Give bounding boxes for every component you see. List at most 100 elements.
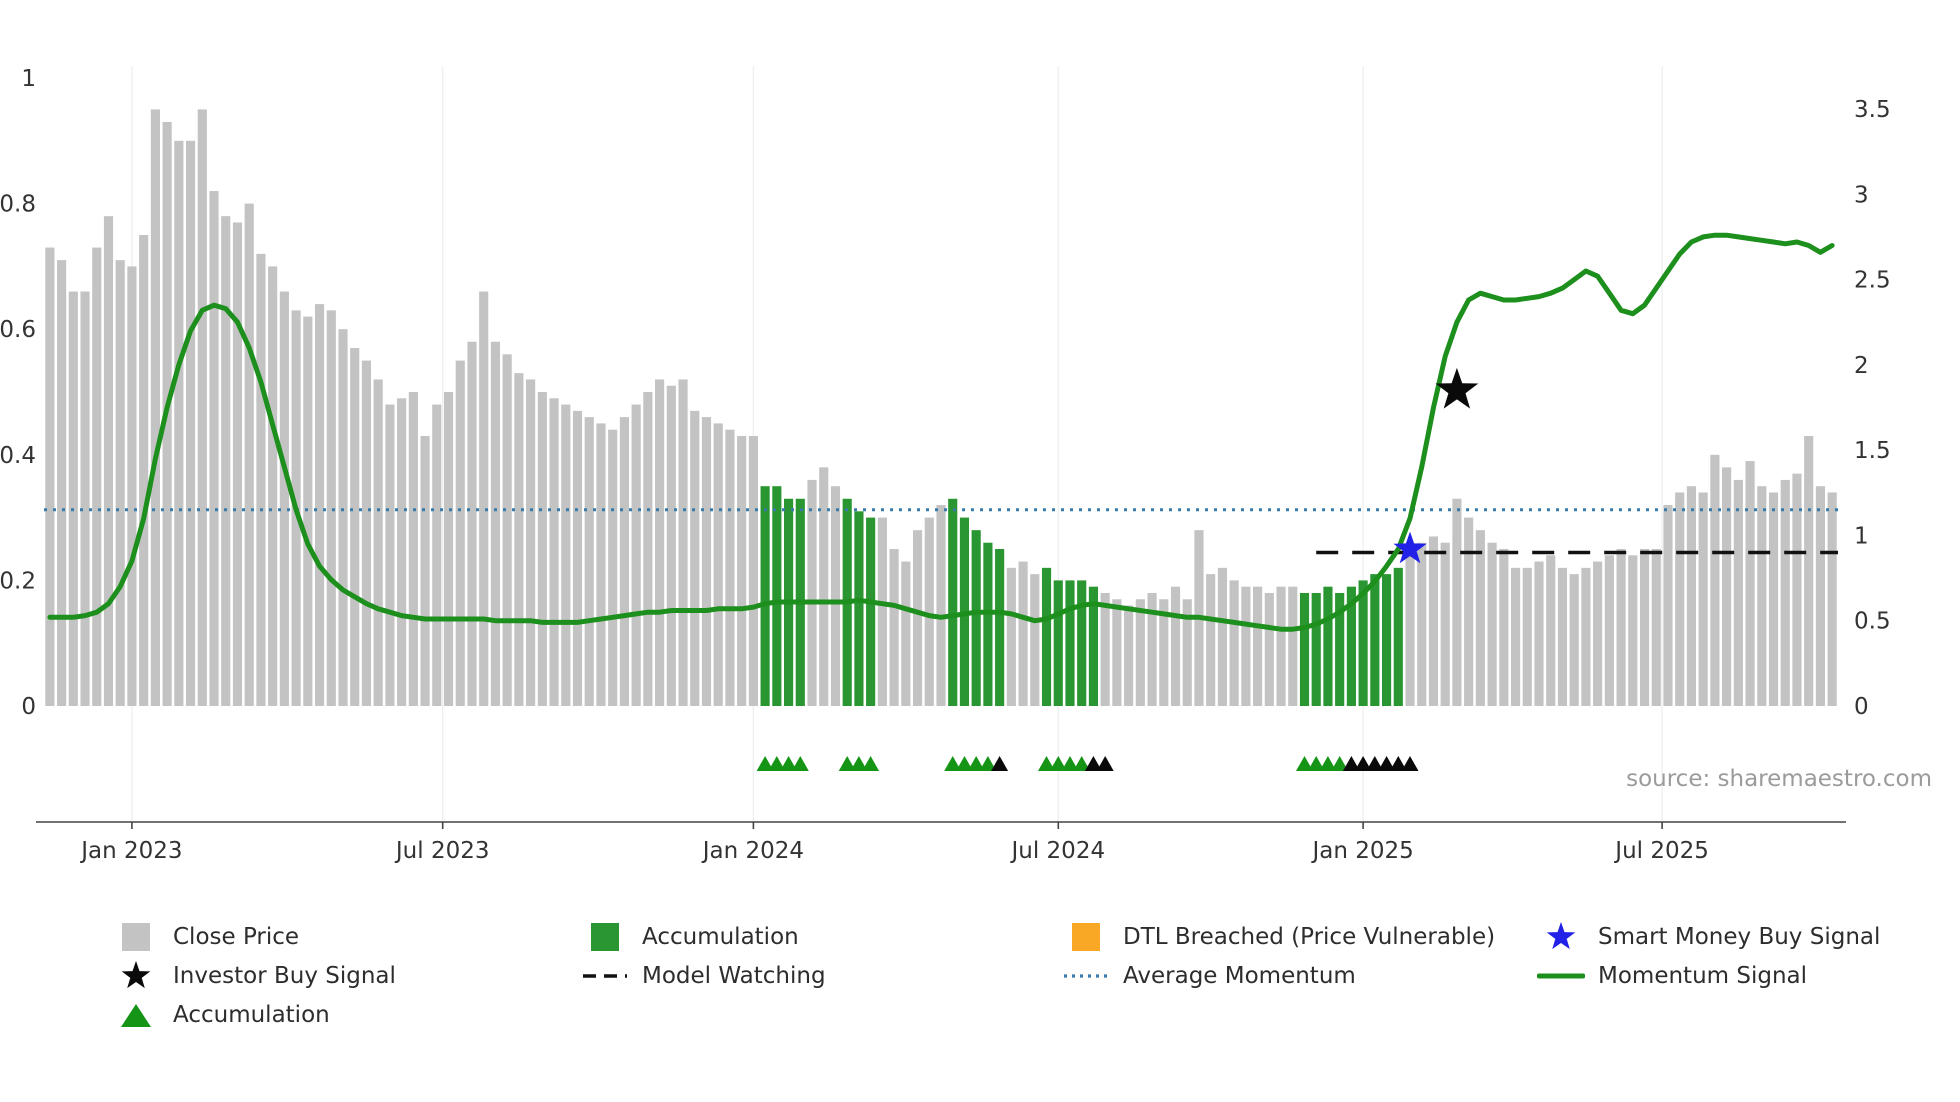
- price-bar: [80, 291, 90, 706]
- price-bar: [1616, 549, 1626, 706]
- legend-item-dtl-breached-price-vulnerable: DTL Breached (Price Vulnerable): [1062, 922, 1537, 952]
- accumulation-triangle-green: [1296, 756, 1313, 771]
- price-bar: [197, 109, 207, 706]
- price-bar: [1686, 486, 1697, 706]
- price-bar: [596, 423, 606, 706]
- price-bar: [373, 379, 383, 706]
- price-bar: [819, 467, 829, 706]
- price-bar: [115, 260, 125, 706]
- legend-label: Average Momentum: [1123, 963, 1356, 989]
- price-bar: [608, 429, 618, 706]
- price-bar: [221, 216, 231, 706]
- x-axis-label: Jan 2023: [79, 838, 182, 864]
- left-axis-tick-label: 0.4: [0, 443, 36, 469]
- legend-item-accumulation: Accumulation: [112, 1000, 581, 1030]
- accumulation-bar: [971, 530, 981, 706]
- accumulation-triangle-black: [1401, 756, 1419, 771]
- price-bar: [1628, 555, 1638, 706]
- price-bar: [1698, 492, 1708, 706]
- legend-item-smart-money-buy-signal: Smart Money Buy Signal: [1537, 922, 1922, 952]
- price-bar: [150, 109, 160, 706]
- price-bar: [1557, 567, 1568, 706]
- legend-row: Investor Buy Signal Model Watching Average…: [112, 961, 1922, 991]
- price-bar: [256, 253, 266, 706]
- x-axis-label: Jan 2024: [701, 838, 804, 864]
- accumulation-bar: [1335, 592, 1345, 706]
- price-bar: [467, 341, 477, 706]
- accumulation-triangle-black: [1354, 756, 1372, 771]
- price-bar: [1428, 536, 1439, 706]
- accumulation-triangle-green: [791, 756, 809, 771]
- price-bar: [455, 360, 465, 706]
- star-marker-icon: [121, 961, 151, 989]
- price-bar: [432, 404, 442, 706]
- price-bar: [1229, 580, 1239, 706]
- accumulation-bar: [1358, 580, 1368, 706]
- price-bar: [1440, 542, 1450, 706]
- accumulation-triangle-black: [1342, 756, 1360, 771]
- accumulation-triangle-green: [1049, 756, 1067, 771]
- price-bar: [338, 329, 348, 706]
- price-bar: [1417, 542, 1427, 706]
- accumulation-triangle-green: [944, 756, 962, 771]
- price-bar: [1124, 605, 1134, 706]
- accumulation-bar: [1065, 580, 1075, 706]
- price-bar: [830, 486, 841, 706]
- accumulation-bar: [1299, 592, 1310, 706]
- investor-buy-signal-star: [1435, 367, 1479, 409]
- accumulation-triangle-green: [1319, 756, 1337, 771]
- price-momentum-chart: Jan 2023 Jul 2023 Jan 2024 Jul 2024 Jan 2025…: [0, 66, 1891, 864]
- legend-label: Momentum Signal: [1598, 963, 1808, 989]
- price-bar: [45, 247, 55, 706]
- price-bar: [561, 404, 571, 706]
- price-bar: [443, 392, 454, 706]
- legend-label: Accumulation: [642, 924, 799, 950]
- accumulation-triangle-green: [768, 756, 786, 771]
- left-axis-tick-label: 1: [21, 66, 36, 92]
- right-axis-tick-label: 1: [1854, 523, 1869, 549]
- accumulation-bar: [760, 486, 770, 706]
- legend-label: Accumulation: [173, 1002, 330, 1028]
- price-bar: [1288, 586, 1298, 706]
- price-bar: [1475, 530, 1485, 706]
- accumulation-triangle-green: [1061, 756, 1079, 771]
- price-bar: [268, 266, 278, 706]
- chart-legend: Close Price Accumulation DTL Breached (Pri…: [112, 922, 1922, 1039]
- accumulation-bar: [983, 542, 993, 706]
- price-bar: [408, 392, 418, 706]
- price-bar: [1276, 586, 1286, 706]
- price-bar: [1464, 517, 1474, 706]
- price-bar: [397, 398, 407, 706]
- accumulation-bar: [1346, 586, 1356, 706]
- legend-item-close-price: Close Price: [112, 922, 581, 952]
- star-marker-icon: [1546, 922, 1576, 950]
- price-bar: [1745, 461, 1755, 706]
- source-attribution: source: sharemaestro.com: [1626, 766, 1932, 792]
- price-bar: [244, 203, 254, 706]
- price-bar: [1780, 479, 1790, 706]
- price-bar: [1487, 542, 1497, 706]
- price-bar: [1182, 599, 1192, 706]
- x-axis-label: Jan 2025: [1310, 838, 1413, 864]
- right-axis-tick-label: 2.5: [1854, 268, 1891, 294]
- price-bar: [678, 379, 688, 706]
- accumulation-bar: [1053, 580, 1063, 706]
- price-bar: [1534, 561, 1544, 706]
- accumulation-triangle-green: [756, 756, 774, 771]
- accumulation-triangle-green: [1073, 756, 1091, 771]
- accumulation-bar: [772, 486, 782, 706]
- price-bar: [666, 385, 676, 706]
- price-bar: [1546, 555, 1556, 706]
- solid-line-marker-icon: [1537, 973, 1585, 979]
- accumulation-bar: [995, 549, 1005, 706]
- accumulation-triangle-green: [967, 756, 985, 771]
- price-bar: [103, 216, 114, 706]
- accumulation-bar: [1077, 580, 1087, 706]
- legend-row: Close Price Accumulation DTL Breached (Pri…: [112, 922, 1922, 952]
- price-bar: [1815, 486, 1825, 706]
- square-marker-icon: [1072, 923, 1100, 951]
- accumulation-triangle-black: [1096, 756, 1114, 771]
- price-bar: [701, 417, 712, 706]
- price-bar: [350, 348, 360, 706]
- left-axis-tick-label: 0: [21, 694, 36, 720]
